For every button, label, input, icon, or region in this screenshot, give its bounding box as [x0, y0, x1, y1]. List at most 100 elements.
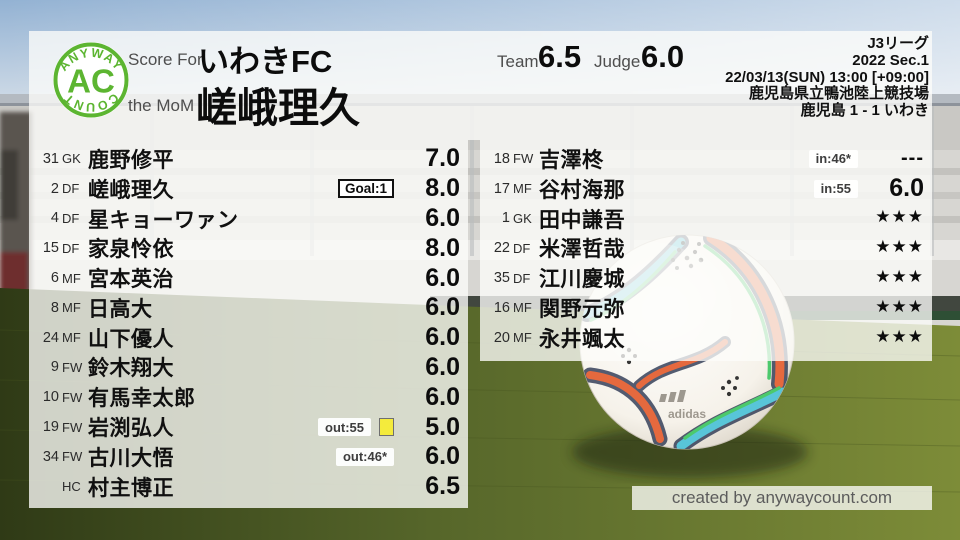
player-position: MF [62, 300, 81, 316]
bench-row: 1 GK 田中謙吾 ★★★ [480, 204, 932, 234]
player-position: GK [513, 210, 532, 226]
player-name: 村主博正 [88, 476, 174, 500]
starter-row: 24 MF 山下優人 6.0 [29, 323, 468, 353]
sub-badge: in:46* [808, 149, 858, 168]
player-position: MF [513, 300, 532, 316]
player-number: 1 [501, 210, 510, 227]
player-number: 8 [50, 299, 59, 316]
player-rating: 8.0 [425, 233, 460, 262]
bench-list: 18 FW 吉澤柊 in:46* --- 17 MF 谷村海那 in:55 6.0 1 GK 田中謙吾 ★… [480, 144, 932, 353]
svg-text:COUNT: COUNT [61, 90, 122, 114]
player-position: MF [62, 330, 81, 346]
player-name: 岩渕弘人 [88, 417, 174, 441]
team-score-value: 6.5 [538, 39, 582, 74]
player-position: FW [62, 419, 83, 435]
bench-row: 18 FW 吉澤柊 in:46* --- [480, 144, 932, 174]
player-rating: ★★★ [875, 296, 924, 316]
player-number: 9 [50, 359, 59, 376]
player-name: 鈴木翔大 [88, 357, 174, 381]
judge-score-label: Judge [594, 52, 641, 71]
player-rating: 6.0 [425, 203, 460, 232]
match-info: J3リーグ 2022 Sec.1 22/03/13(SUN) 13:00 [+0… [725, 35, 929, 120]
starter-row: 4 DF 星キョーワァン 6.0 [29, 204, 468, 234]
player-number: 10 [42, 389, 59, 406]
player-position: MF [513, 330, 532, 346]
player-position: FW [513, 151, 534, 167]
season-section: 2022 Sec.1 [852, 51, 929, 69]
venue: 鹿児島県立鴨池陸上競技場 [748, 85, 929, 103]
player-name: 江川慶城 [539, 268, 625, 292]
logo-bottom-text: COUNT [61, 90, 122, 114]
player-number: 6 [50, 270, 59, 287]
player-position: DF [62, 181, 80, 197]
player-position: DF [513, 240, 531, 256]
player-name: 古川大悟 [88, 446, 174, 470]
player-name: 米澤哲哉 [539, 238, 625, 262]
player-rating: 7.0 [425, 144, 460, 173]
starter-row: 34 FW 古川大悟 out:46* 6.0 [29, 442, 468, 472]
svg-text:adidas: adidas [668, 407, 706, 421]
player-rating: ★★★ [875, 207, 924, 227]
starter-row: 9 FW 鈴木翔大 6.0 [29, 353, 468, 383]
player-rating: ★★★ [875, 326, 924, 346]
starter-row: 8 MF 日高大 6.0 [29, 293, 468, 323]
starter-row: 2 DF 嵯峨理久 Goal:1 8.0 [29, 174, 468, 204]
player-rating: 5.0 [425, 412, 460, 441]
starter-row: 15 DF 家泉怜依 8.0 [29, 233, 468, 263]
player-rating: 6.5 [425, 472, 460, 501]
starter-row: 19 FW 岩渕弘人 out:55 5.0 [29, 412, 468, 442]
player-name: 関野元弥 [539, 297, 625, 321]
starters-list: 31 GK 鹿野修平 7.0 2 DF 嵯峨理久 Goal:1 8.0 4 DF 星キョーワァン 6.0… [29, 144, 468, 502]
starter-row: 10 FW 有馬幸太郎 6.0 [29, 382, 468, 412]
sub-badge: out:55 [318, 418, 371, 437]
score-for-label: Score For [128, 50, 203, 69]
sub-badge: out:46* [335, 447, 394, 466]
player-name: 鹿野修平 [88, 148, 174, 172]
bench-row: 16 MF 関野元弥 ★★★ [480, 293, 932, 323]
logo-center-text: AC [67, 63, 115, 100]
anywaycount-logo: AC ANYWAY COUNT [53, 42, 129, 118]
player-position: DF [62, 240, 80, 256]
player-rating: 6.0 [425, 323, 460, 352]
player-name: 谷村海那 [539, 178, 625, 202]
player-name: 有馬幸太郎 [88, 387, 196, 411]
player-position: GK [62, 151, 81, 167]
match-datetime: 22/03/13(SUN) 13:00 [+09:00] [725, 68, 929, 86]
player-position: DF [62, 210, 80, 226]
league-name: J3リーグ [867, 35, 929, 52]
player-name: 家泉怜依 [88, 238, 174, 262]
player-position: FW [62, 389, 83, 405]
player-number: 18 [493, 150, 510, 167]
match-result: 鹿児島 1 - 1 いわき [800, 102, 929, 120]
starters-panel: 31 GK 鹿野修平 7.0 2 DF 嵯峨理久 Goal:1 8.0 4 DF 星キョーワァン 6.0… [29, 140, 468, 508]
player-rating: 6.0 [889, 174, 924, 203]
bench-row: 22 DF 米澤哲哉 ★★★ [480, 233, 932, 263]
player-position: HC [62, 479, 81, 495]
player-number: 22 [493, 240, 510, 257]
team-score-label: Team [497, 52, 539, 71]
sub-badge: in:55 [813, 179, 858, 198]
goal-badge: Goal:1 [337, 179, 394, 199]
player-rating: 6.0 [425, 352, 460, 381]
player-name: 嵯峨理久 [88, 178, 174, 202]
player-rating: --- [901, 147, 924, 170]
player-number: 24 [42, 329, 59, 346]
player-rating: 6.0 [425, 293, 460, 322]
player-rating: 6.0 [425, 263, 460, 292]
player-rating: 6.0 [425, 442, 460, 471]
player-name: 星キョーワァン [88, 208, 239, 232]
player-name: 宮本英治 [88, 268, 174, 292]
player-position: MF [62, 270, 81, 286]
player-position: MF [513, 181, 532, 197]
mom-label: the MoM [128, 96, 195, 115]
bench-row: 20 MF 永井颯太 ★★★ [480, 323, 932, 353]
player-rating: 6.0 [425, 382, 460, 411]
player-number: 34 [42, 448, 59, 465]
player-number: 20 [493, 329, 510, 346]
starter-row: HC 村主博正 6.5 [29, 472, 468, 502]
player-number: 16 [493, 299, 510, 316]
player-name: 山下優人 [88, 327, 174, 351]
judge-score-value: 6.0 [641, 39, 685, 74]
player-number: 35 [493, 270, 510, 287]
